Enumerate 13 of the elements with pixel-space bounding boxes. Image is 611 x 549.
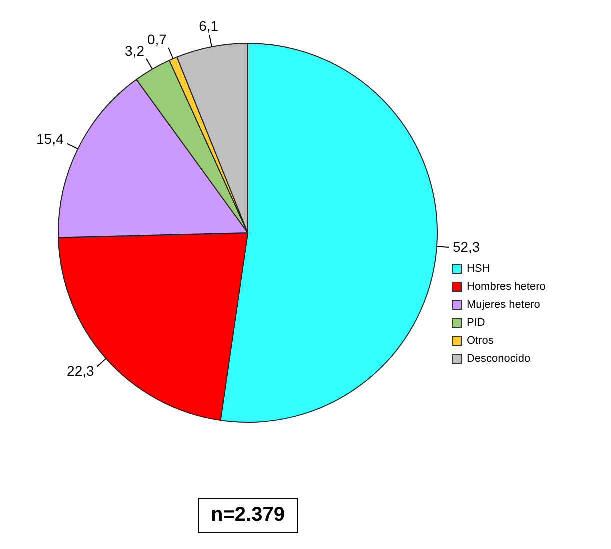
legend-label: Otros — [467, 335, 494, 347]
data-label: 6,1 — [199, 18, 219, 34]
data-label: 15,4 — [36, 131, 64, 148]
text: n=2.379 — [198, 498, 298, 533]
legend-label: HSH — [467, 263, 490, 275]
legend-label: Hombres hetero — [467, 281, 546, 293]
legend-label: Mujeres hetero — [467, 299, 540, 311]
data-label: 0,7 — [148, 31, 168, 48]
data-label: 52,3 — [452, 238, 480, 255]
legend-label: PID — [467, 317, 486, 329]
legend-label: Desconocido — [467, 353, 531, 365]
data-label: 22,3 — [67, 362, 94, 379]
data-label: 3,2 — [125, 42, 145, 59]
